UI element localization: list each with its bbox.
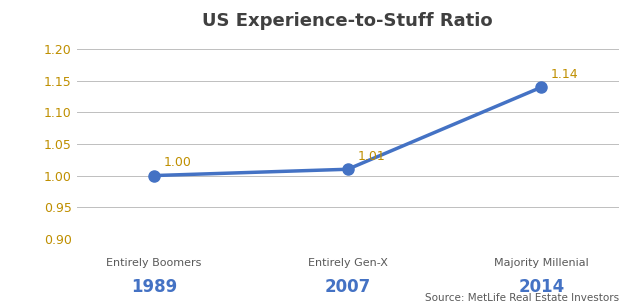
Title: US Experience-to-Stuff Ratio: US Experience-to-Stuff Ratio <box>202 12 493 30</box>
Text: 2007: 2007 <box>325 278 371 296</box>
Text: Entirely Boomers: Entirely Boomers <box>107 258 202 268</box>
Text: 1.14: 1.14 <box>551 68 579 81</box>
Text: Entirely Gen-X: Entirely Gen-X <box>308 258 388 268</box>
Text: 1989: 1989 <box>131 278 177 296</box>
Text: 2014: 2014 <box>518 278 565 296</box>
Text: 1.01: 1.01 <box>357 150 385 163</box>
Text: Majority Millenial: Majority Millenial <box>494 258 589 268</box>
Text: 1.00: 1.00 <box>164 156 191 169</box>
Text: Source: MetLife Real Estate Investors: Source: MetLife Real Estate Investors <box>425 293 619 303</box>
